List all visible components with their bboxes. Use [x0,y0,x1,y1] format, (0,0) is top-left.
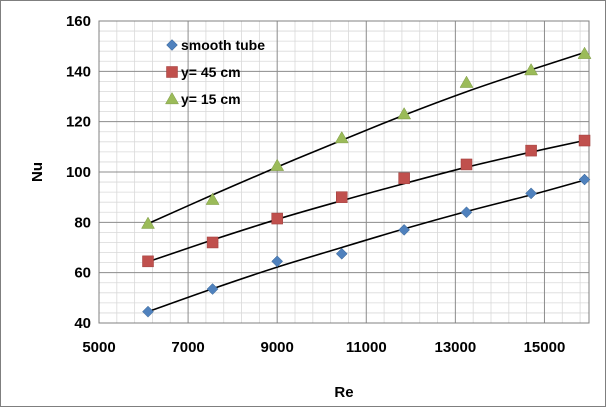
data-point [336,191,348,203]
tick-labels: 40 60 80 100 120 140 160 5000 7000 9000 11000 13000… [66,13,565,356]
data-point [334,131,349,144]
data-point [271,212,283,225]
data-point [398,224,410,236]
data-point [460,158,473,171]
legend-label: y= 45 cm [181,64,241,80]
data-point [577,46,592,59]
legend-marker [166,39,178,51]
legend-label: smooth tube [181,37,265,53]
data-point [205,192,220,205]
data-point [578,134,591,147]
data-point [141,216,155,229]
data-point [525,144,537,157]
y-tick-label: 140 [66,63,91,80]
x-tick-label: 11000 [346,339,387,356]
x-tick-label: 15000 [524,339,566,356]
x-tick-label: 13000 [435,339,477,356]
data-point [578,173,591,186]
x-tick-label: 9000 [260,339,293,356]
data-point [524,63,539,76]
x-tick-label: 5000 [82,339,115,356]
data-point [271,255,284,268]
data-point [270,158,285,171]
y-tick-label: 60 [74,265,91,282]
data-point [142,305,154,318]
legend-marker [166,66,178,78]
legend-label: y= 15 cm [181,91,241,107]
data-point [206,283,219,295]
y-axis-title: Nu [29,162,46,182]
data-point [335,247,348,260]
x-tick-label: 7000 [171,339,204,356]
data-point [397,107,412,120]
y-tick-label: 80 [74,214,91,231]
x-axis-title: Re [334,384,353,401]
data-point [459,75,474,88]
data-point [206,236,219,249]
y-tick-label: 160 [66,13,91,30]
legend-marker [165,91,179,105]
y-tick-label: 100 [66,164,91,181]
data-point [398,172,410,185]
data-point [460,206,473,219]
trend-line [147,179,585,313]
plot-border [98,20,590,324]
data-point [142,255,154,268]
trend-line [147,51,585,225]
y-tick-label: 40 [74,315,91,332]
y-tick-label: 120 [66,114,91,131]
data-points [141,46,592,318]
legend: smooth tube y= 45 cm y= 15 cm [165,37,265,107]
data-point [525,187,537,200]
